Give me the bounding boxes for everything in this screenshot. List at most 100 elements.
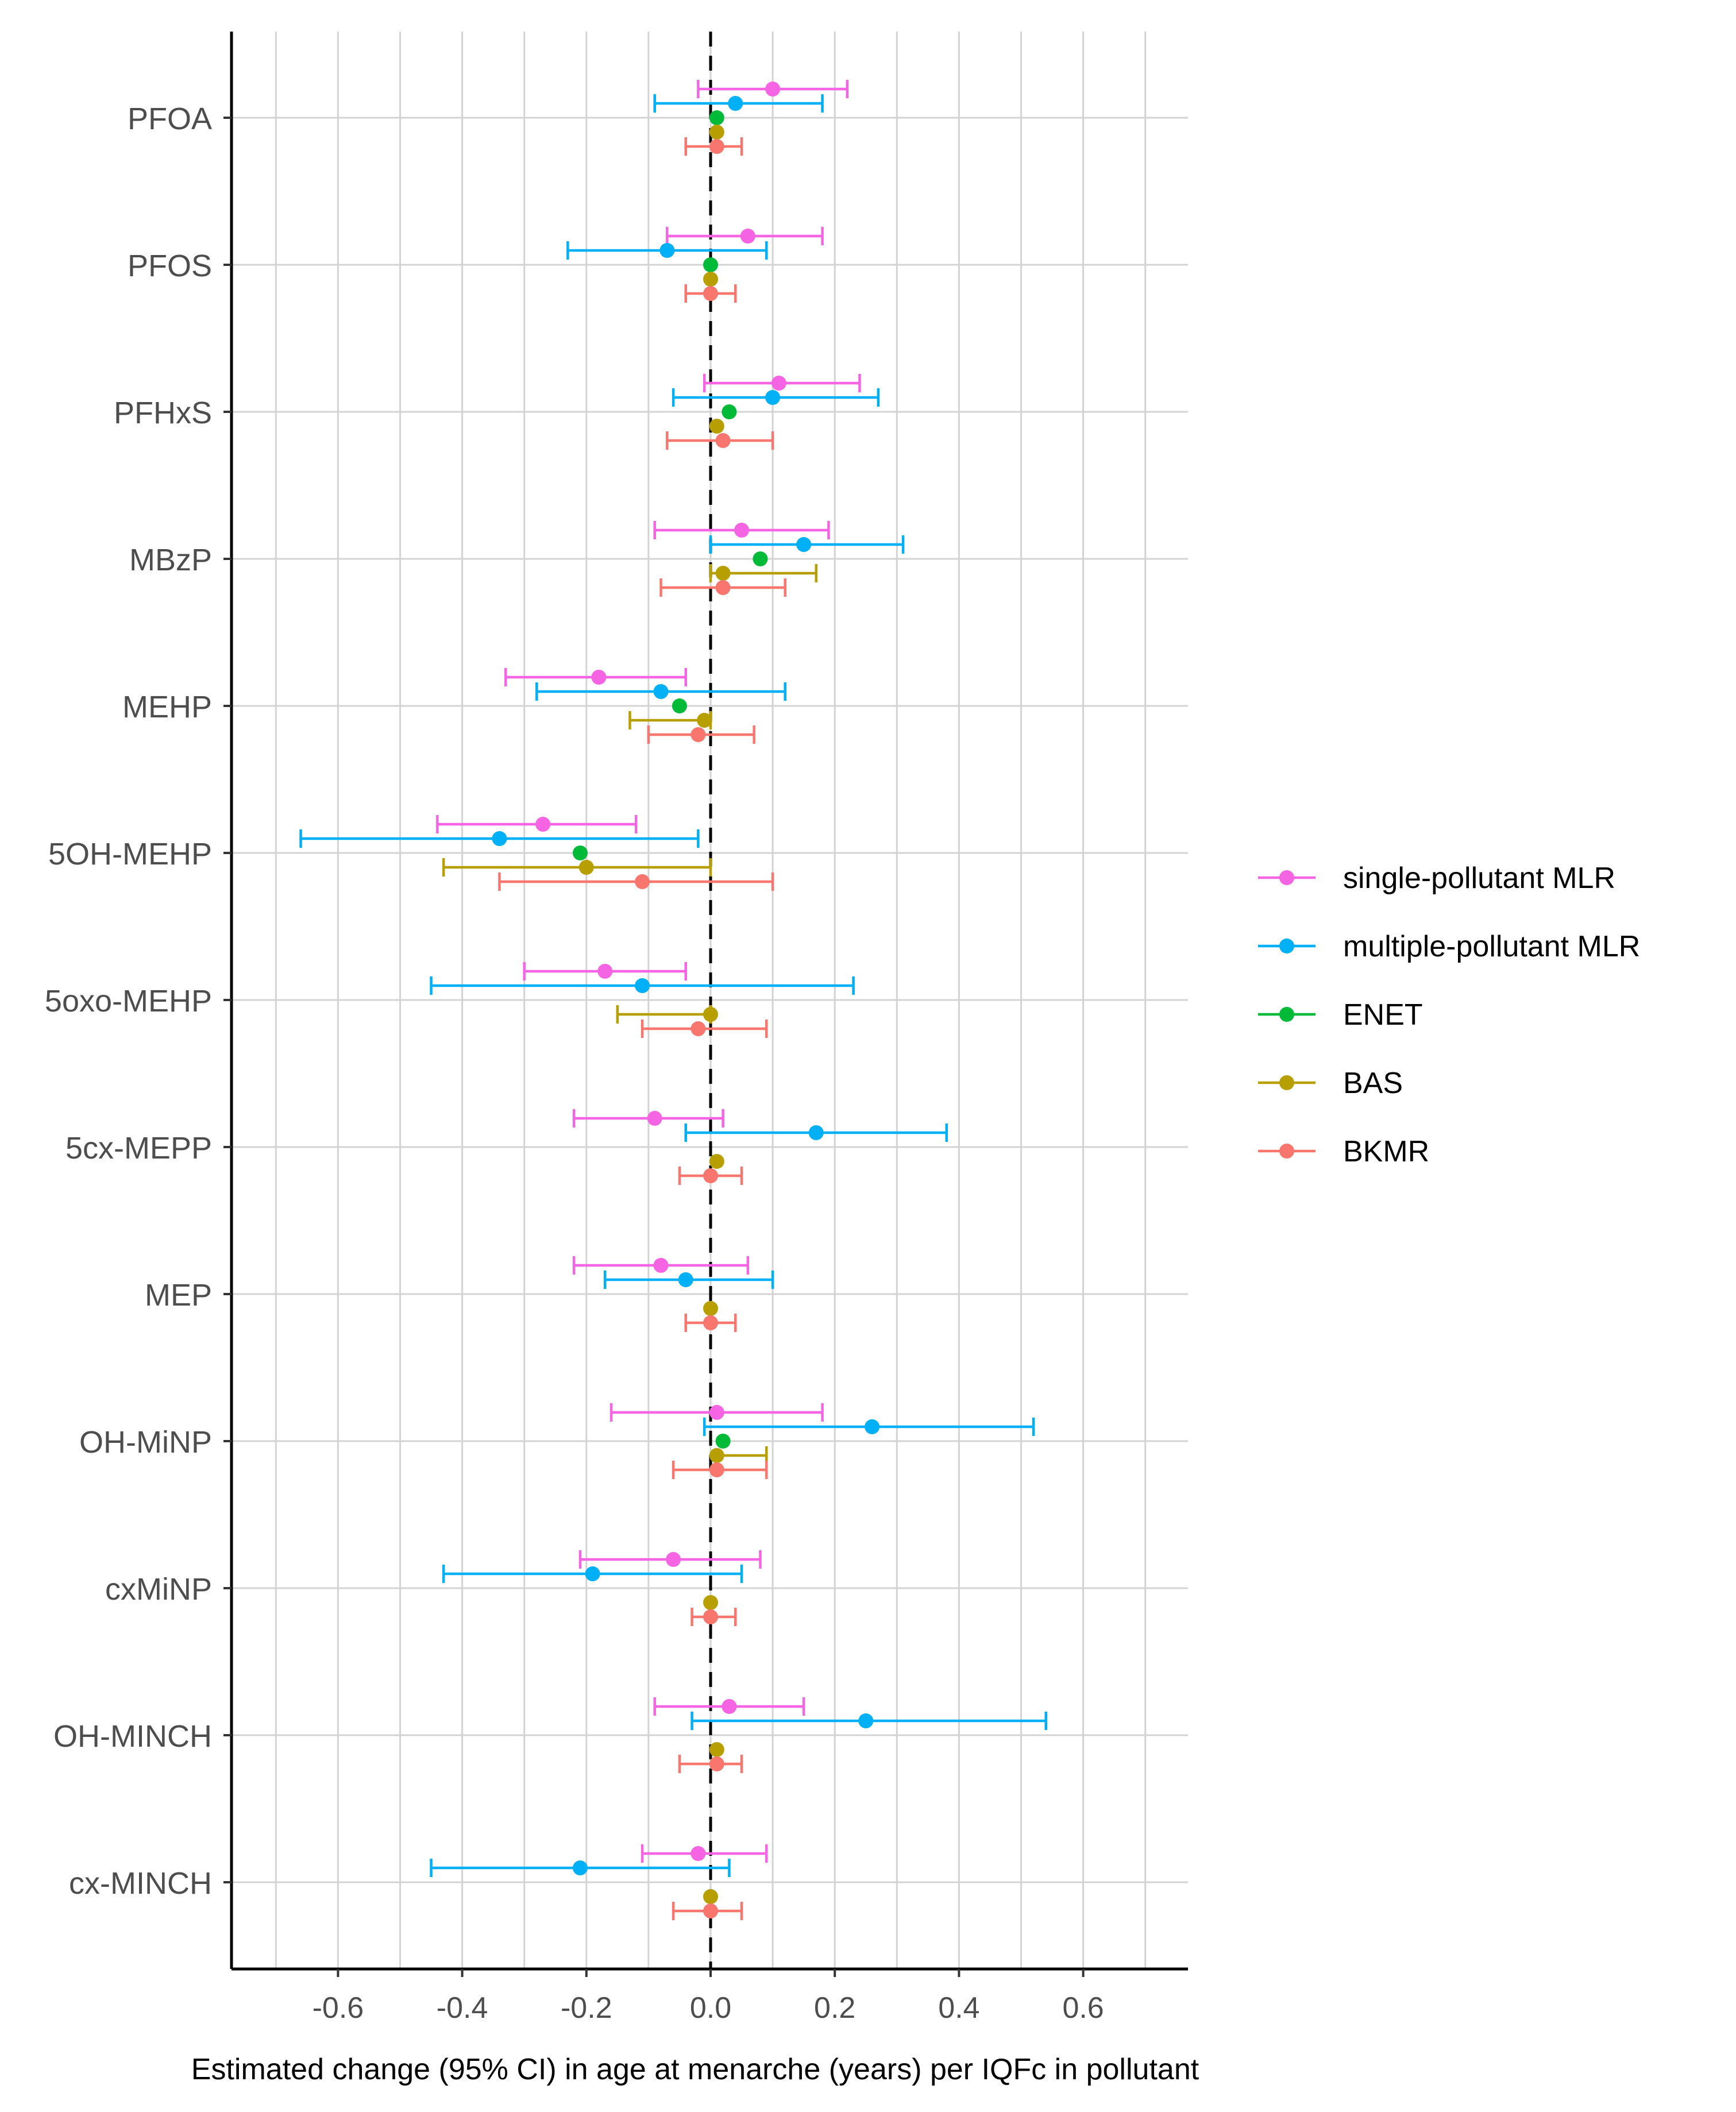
point-bkmr-oh-minp bbox=[709, 1462, 724, 1477]
point-multiple-pollutant-mlr-pfoa bbox=[728, 96, 743, 111]
point-bas-mehp bbox=[697, 713, 712, 728]
x-tick-label: -0.4 bbox=[437, 1991, 488, 2025]
x-tick-label: -0.6 bbox=[313, 1991, 364, 2025]
x-tick-label: 0.6 bbox=[1062, 1991, 1104, 2025]
point-single-pollutant-mlr-5oxo-mehp bbox=[597, 964, 613, 979]
point-enet-oh-minp bbox=[715, 1434, 731, 1449]
point-multiple-pollutant-mlr-pfhxs bbox=[765, 390, 781, 405]
point-bkmr-5oh-mehp bbox=[635, 874, 650, 889]
x-tick-label: 0.4 bbox=[938, 1991, 979, 2025]
y-tick-label-pfoa: PFOA bbox=[128, 102, 212, 136]
point-bas-pfoa bbox=[709, 125, 724, 140]
point-multiple-pollutant-mlr-oh-minch bbox=[858, 1713, 874, 1728]
point-bas-5oxo-mehp bbox=[703, 1007, 718, 1022]
y-tick-label-oh-minch: OH-MINCH bbox=[53, 1719, 212, 1754]
point-single-pollutant-mlr-mbzp bbox=[734, 523, 750, 538]
point-single-pollutant-mlr-pfoa bbox=[765, 82, 781, 96]
point-bas-oh-minch bbox=[709, 1742, 724, 1757]
point-single-pollutant-mlr-oh-minch bbox=[722, 1699, 737, 1714]
legend-label: single-pollutant MLR bbox=[1343, 862, 1615, 895]
y-tick-label-mbzp: MBzP bbox=[129, 543, 212, 577]
point-bas-5oh-mehp bbox=[578, 860, 594, 875]
legend-item-multiple-pollutant-mlr: multiple-pollutant MLR bbox=[1258, 930, 1640, 963]
point-single-pollutant-mlr-mep bbox=[653, 1258, 669, 1273]
point-bas-pfhxs bbox=[709, 419, 724, 434]
point-bkmr-mbzp bbox=[715, 580, 731, 595]
point-multiple-pollutant-mlr-pfos bbox=[659, 243, 675, 258]
y-tick-label-mehp: MEHP bbox=[122, 690, 212, 724]
legend-label: BKMR bbox=[1343, 1135, 1429, 1168]
y-tick-label-pfhxs: PFHxS bbox=[114, 396, 212, 430]
point-enet-mehp bbox=[672, 698, 687, 713]
y-tick-label-pfos: PFOS bbox=[128, 249, 212, 283]
point-single-pollutant-mlr-pfos bbox=[740, 229, 755, 244]
point-multiple-pollutant-mlr-mep bbox=[678, 1272, 693, 1287]
legend-label: BAS bbox=[1343, 1067, 1403, 1100]
point-single-pollutant-mlr-pfhxs bbox=[771, 376, 786, 391]
legend-item-single-pollutant-mlr: single-pollutant MLR bbox=[1258, 862, 1615, 895]
series-multiple-pollutant-mlr bbox=[299, 94, 1047, 1877]
point-multiple-pollutant-mlr-5oxo-mehp bbox=[635, 978, 650, 993]
x-tick-label: 0.0 bbox=[690, 1991, 731, 2025]
series-bkmr bbox=[498, 137, 786, 1920]
point-multiple-pollutant-mlr-cx-minch bbox=[572, 1860, 588, 1875]
legend-item-enet: ENET bbox=[1258, 998, 1423, 1032]
point-bkmr-pfhxs bbox=[715, 433, 731, 448]
point-bas-cxminp bbox=[703, 1595, 718, 1610]
legend-label: ENET bbox=[1343, 998, 1423, 1032]
point-bkmr-cx-minch bbox=[703, 1903, 718, 1918]
point-bkmr-mep bbox=[703, 1315, 718, 1330]
point-bkmr-5oxo-mehp bbox=[690, 1021, 706, 1036]
point-bas-pfos bbox=[703, 272, 718, 287]
point-bkmr-oh-minch bbox=[709, 1756, 724, 1771]
point-bas-mbzp bbox=[715, 566, 731, 581]
point-bas-oh-minp bbox=[709, 1448, 724, 1463]
point-single-pollutant-mlr-mehp bbox=[591, 670, 607, 685]
legend-key-point bbox=[1279, 870, 1294, 885]
point-multiple-pollutant-mlr-mehp bbox=[653, 684, 669, 699]
point-bkmr-pfos bbox=[703, 286, 718, 301]
series-single-pollutant-mlr bbox=[436, 80, 861, 1863]
point-single-pollutant-mlr-5cx-mepp bbox=[647, 1111, 662, 1126]
point-multiple-pollutant-mlr-5cx-mepp bbox=[808, 1125, 824, 1140]
axes: PFOA PFOS PFHxS MBzP MEHP 5OH-MEHP 5oxo-MEHP 5c… bbox=[45, 32, 1188, 2025]
legend: single-pollutant MLR multiple-pollutant M… bbox=[1258, 862, 1640, 1168]
y-tick-label-cx-minch: cx-MINCH bbox=[69, 1866, 212, 1901]
point-enet-pfoa bbox=[709, 110, 724, 125]
point-multiple-pollutant-mlr-mbzp bbox=[796, 537, 812, 552]
point-bkmr-5cx-mepp bbox=[703, 1168, 718, 1183]
point-enet-mbzp bbox=[753, 551, 768, 566]
point-bkmr-pfoa bbox=[709, 139, 724, 154]
point-enet-5oh-mehp bbox=[572, 845, 588, 860]
legend-item-bas: BAS bbox=[1258, 1067, 1403, 1100]
x-tick-label: -0.2 bbox=[561, 1991, 612, 2025]
series-bas bbox=[442, 125, 818, 1904]
legend-key-point bbox=[1279, 1007, 1294, 1022]
legend-key-point bbox=[1279, 1075, 1294, 1090]
point-bkmr-mehp bbox=[690, 727, 706, 742]
legend-label: multiple-pollutant MLR bbox=[1343, 930, 1640, 963]
point-bas-mep bbox=[703, 1301, 718, 1316]
point-enet-pfhxs bbox=[722, 404, 737, 419]
y-tick-label-oh-minp: OH-MiNP bbox=[79, 1425, 212, 1460]
point-single-pollutant-mlr-5oh-mehp bbox=[535, 817, 551, 832]
point-single-pollutant-mlr-cxminp bbox=[666, 1552, 681, 1567]
series-marks bbox=[299, 80, 1047, 1920]
x-tick-label: 0.2 bbox=[814, 1991, 855, 2025]
legend-key-point bbox=[1279, 939, 1294, 953]
legend-item-bkmr: BKMR bbox=[1258, 1135, 1429, 1168]
point-bas-5cx-mepp bbox=[709, 1154, 724, 1169]
series-enet bbox=[572, 110, 768, 1449]
point-multiple-pollutant-mlr-oh-minp bbox=[865, 1419, 880, 1434]
point-bas-cx-minch bbox=[703, 1889, 718, 1904]
y-tick-label-mep: MEP bbox=[145, 1278, 212, 1312]
legend-key-point bbox=[1279, 1144, 1294, 1159]
point-single-pollutant-mlr-cx-minch bbox=[690, 1846, 706, 1861]
x-axis-title: Estimated change (95% CI) in age at mena… bbox=[191, 2053, 1199, 2086]
point-multiple-pollutant-mlr-5oh-mehp bbox=[492, 831, 507, 846]
y-tick-label-5cx-mepp: 5cx-MEPP bbox=[65, 1131, 212, 1165]
point-multiple-pollutant-mlr-cxminp bbox=[585, 1566, 600, 1581]
y-tick-label-cxminp: cxMiNP bbox=[105, 1572, 212, 1607]
point-single-pollutant-mlr-oh-minp bbox=[709, 1405, 724, 1420]
